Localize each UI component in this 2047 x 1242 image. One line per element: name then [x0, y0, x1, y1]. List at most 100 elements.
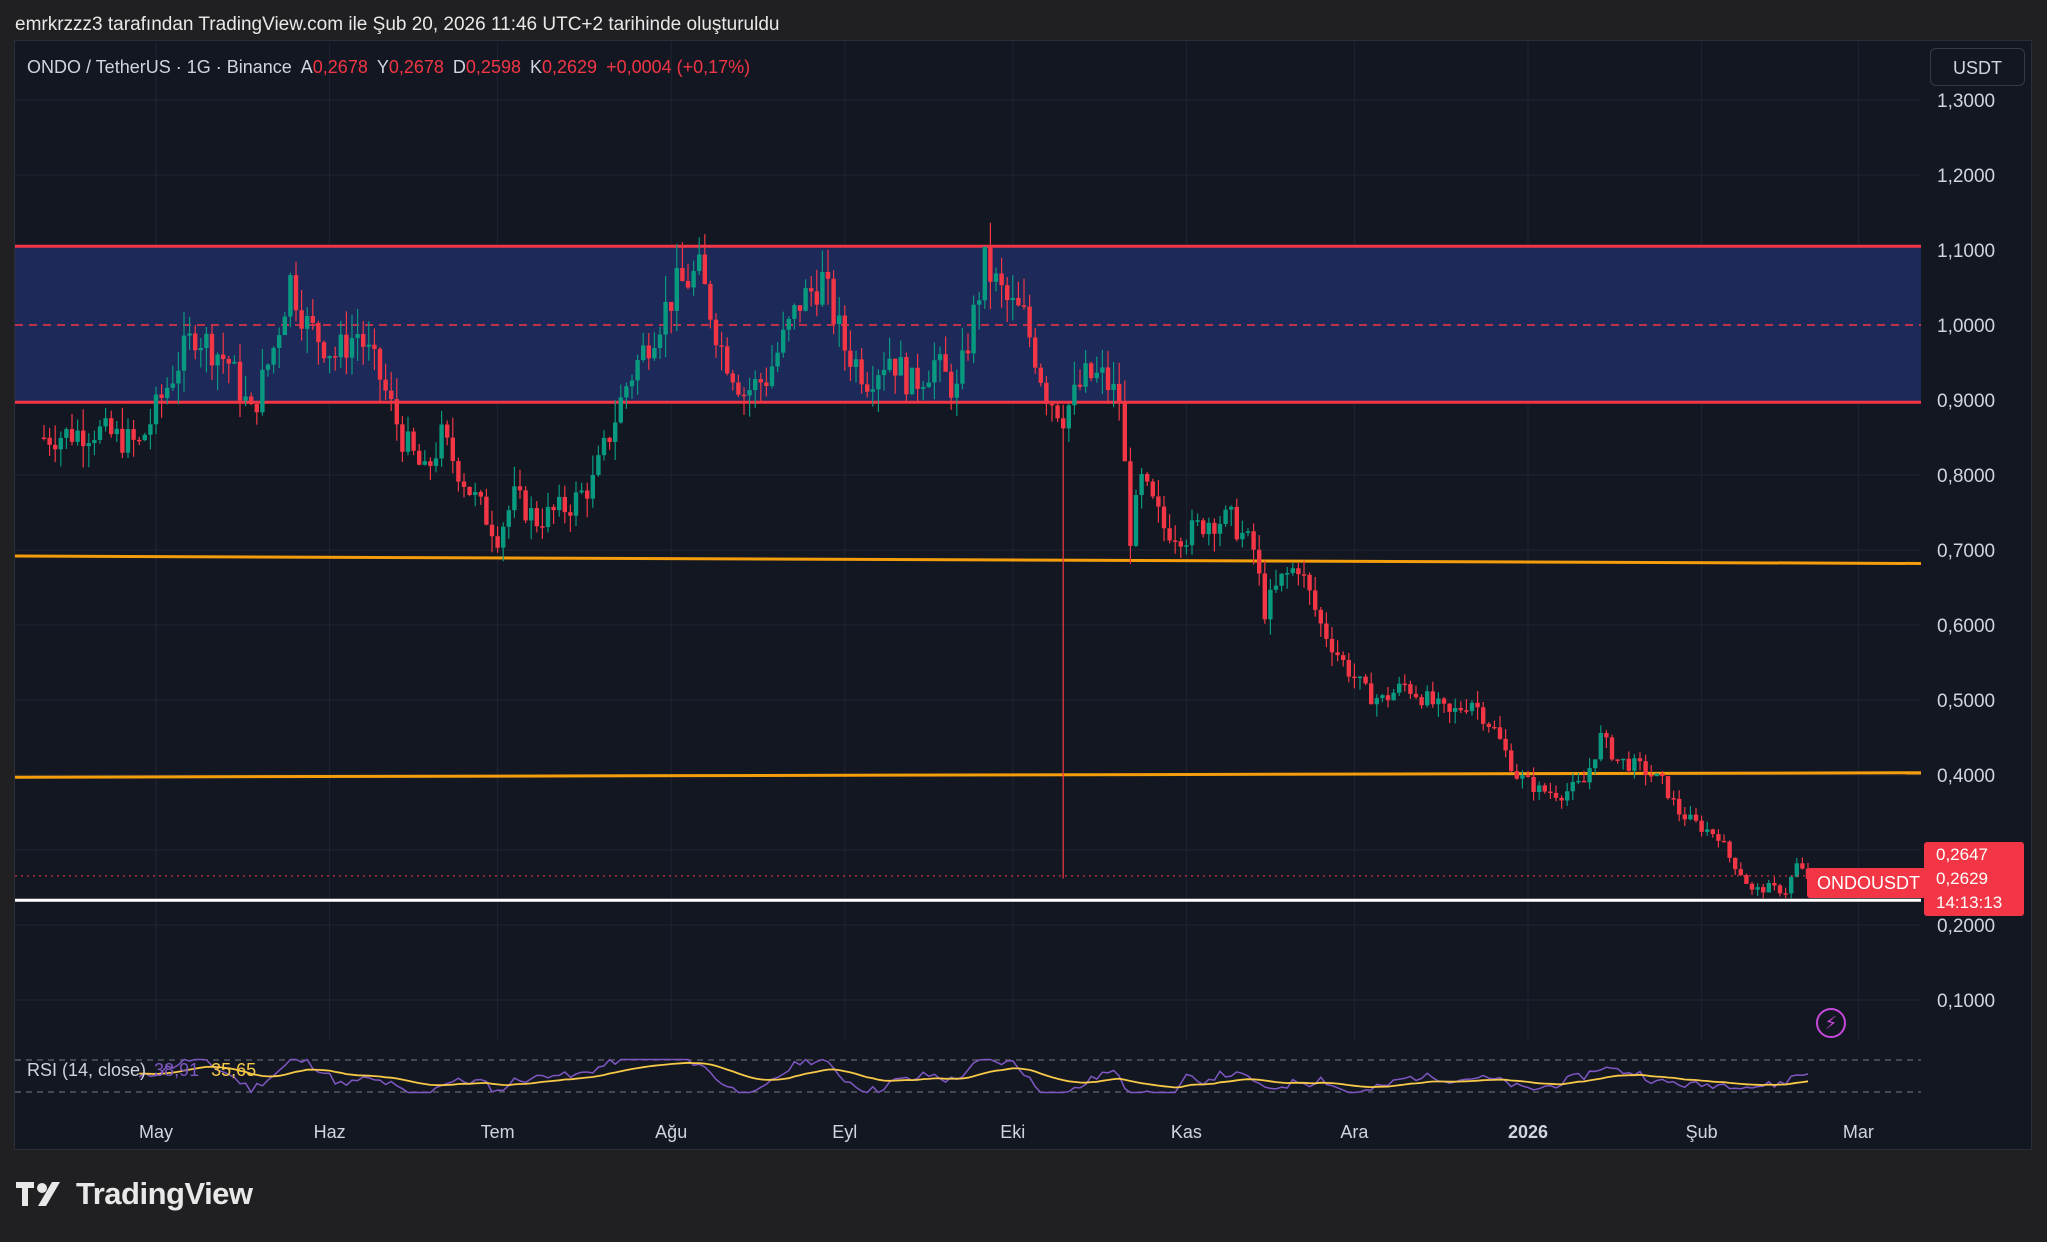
candle-body	[75, 430, 80, 442]
candle-body	[1581, 780, 1587, 783]
candle-body	[361, 334, 366, 347]
candle-body	[803, 288, 808, 311]
candle-body	[1352, 676, 1357, 679]
candle-body	[1173, 540, 1178, 542]
candle-body	[1643, 761, 1648, 776]
candle-body	[1285, 573, 1290, 575]
candle-body	[585, 490, 590, 499]
high-value: 0,2678	[388, 57, 444, 77]
candle-body	[1240, 532, 1245, 540]
candle-body	[949, 371, 954, 398]
candle-body	[1346, 659, 1351, 677]
candle-body	[708, 284, 713, 320]
candle-body	[1721, 840, 1727, 843]
y-tick-label: 0,2000	[1937, 916, 1995, 937]
lightning-icon[interactable]: ⚡	[1816, 1008, 1846, 1038]
candle-body	[551, 506, 556, 511]
rsi-label[interactable]: RSI (14, close)	[27, 1060, 147, 1080]
candle-body	[344, 334, 349, 358]
candle-body	[489, 524, 495, 537]
x-tick-label: Şub	[1686, 1122, 1718, 1142]
candle-body	[540, 526, 545, 528]
candle-body	[1727, 841, 1732, 858]
candle-body	[198, 348, 203, 351]
candle-body	[148, 424, 153, 435]
brand-name: TradingView	[76, 1176, 253, 1211]
candle-body	[876, 375, 881, 390]
candle-body	[1167, 528, 1172, 541]
candle-body	[1794, 863, 1799, 877]
candle-body	[859, 359, 864, 385]
candle-body	[1206, 522, 1211, 535]
candle-body	[1469, 702, 1475, 712]
candle-body	[1497, 727, 1503, 739]
candle-body	[1150, 481, 1155, 497]
currency-button[interactable]: USDT	[1930, 48, 2025, 86]
candle-body	[764, 382, 769, 387]
candle-body	[142, 434, 147, 441]
x-tick-label: 2026	[1508, 1122, 1548, 1142]
candle-body	[1486, 723, 1491, 727]
candle-body	[1425, 691, 1430, 706]
close-label: K	[529, 57, 542, 77]
candle-body	[1077, 384, 1083, 387]
candle-body	[1072, 384, 1077, 406]
candle-body	[1066, 405, 1071, 429]
candle-body	[1335, 652, 1340, 656]
candle-body	[53, 444, 58, 450]
candle-body	[109, 418, 114, 435]
candle-body	[982, 246, 987, 301]
x-tick-label: Ara	[1340, 1122, 1369, 1142]
candle-body	[1033, 337, 1038, 368]
candle-body	[1094, 372, 1099, 379]
candle-body	[1273, 585, 1279, 590]
candle-body	[719, 345, 724, 347]
candle-body	[1430, 691, 1435, 705]
y-tick-label: 1,2000	[1937, 166, 1995, 187]
candle-body	[1100, 367, 1105, 373]
candle-body	[1279, 573, 1284, 586]
candle-body	[1133, 495, 1139, 546]
candle-body	[1021, 305, 1027, 307]
candle-body	[1156, 496, 1161, 507]
candle-body	[579, 490, 584, 493]
candle-body	[1699, 820, 1704, 832]
candle-body	[232, 361, 237, 364]
y-tick-label: 0,5000	[1937, 691, 1995, 712]
candle-body	[243, 396, 248, 401]
tradingview-logo[interactable]: TradingView	[16, 1176, 253, 1212]
candle-body	[809, 288, 814, 292]
candle-body	[1744, 875, 1749, 884]
candle-body	[1290, 568, 1295, 574]
candle-body	[456, 461, 461, 482]
candle-body	[1391, 692, 1396, 701]
candle-body	[58, 437, 63, 450]
x-tick-label: Eki	[1000, 1122, 1025, 1142]
candle-body	[501, 526, 506, 548]
support-line	[14, 771, 1922, 779]
candle-body	[999, 273, 1004, 286]
candle-body	[971, 304, 976, 354]
symbol-legend: ONDO / TetherUS · 1G · Binance A0,2678 Y0,…	[27, 57, 750, 78]
price-tag-line2: 0,2629	[1936, 869, 1988, 888]
candle-body	[1649, 775, 1654, 777]
candle-body	[484, 496, 489, 525]
y-tick-label: 0,6000	[1937, 616, 1995, 637]
candle-body	[1553, 792, 1559, 798]
candle-body	[1061, 418, 1066, 429]
candle-body	[417, 450, 422, 465]
candle-body	[1665, 776, 1671, 799]
candle-body	[1716, 834, 1721, 841]
candle-body	[769, 366, 775, 387]
candle-body	[781, 329, 786, 353]
pair-label[interactable]: ONDO / TetherUS · 1G · Binance	[27, 57, 292, 77]
x-tick-label: May	[139, 1122, 173, 1142]
candle-body	[1677, 798, 1682, 815]
candle-body	[389, 390, 394, 400]
candle-body	[1481, 707, 1486, 724]
y-tick-label: 0,8000	[1937, 466, 1995, 487]
candle-body	[181, 335, 187, 371]
chart-frame[interactable]	[14, 40, 2032, 1150]
candle-body	[870, 389, 875, 392]
